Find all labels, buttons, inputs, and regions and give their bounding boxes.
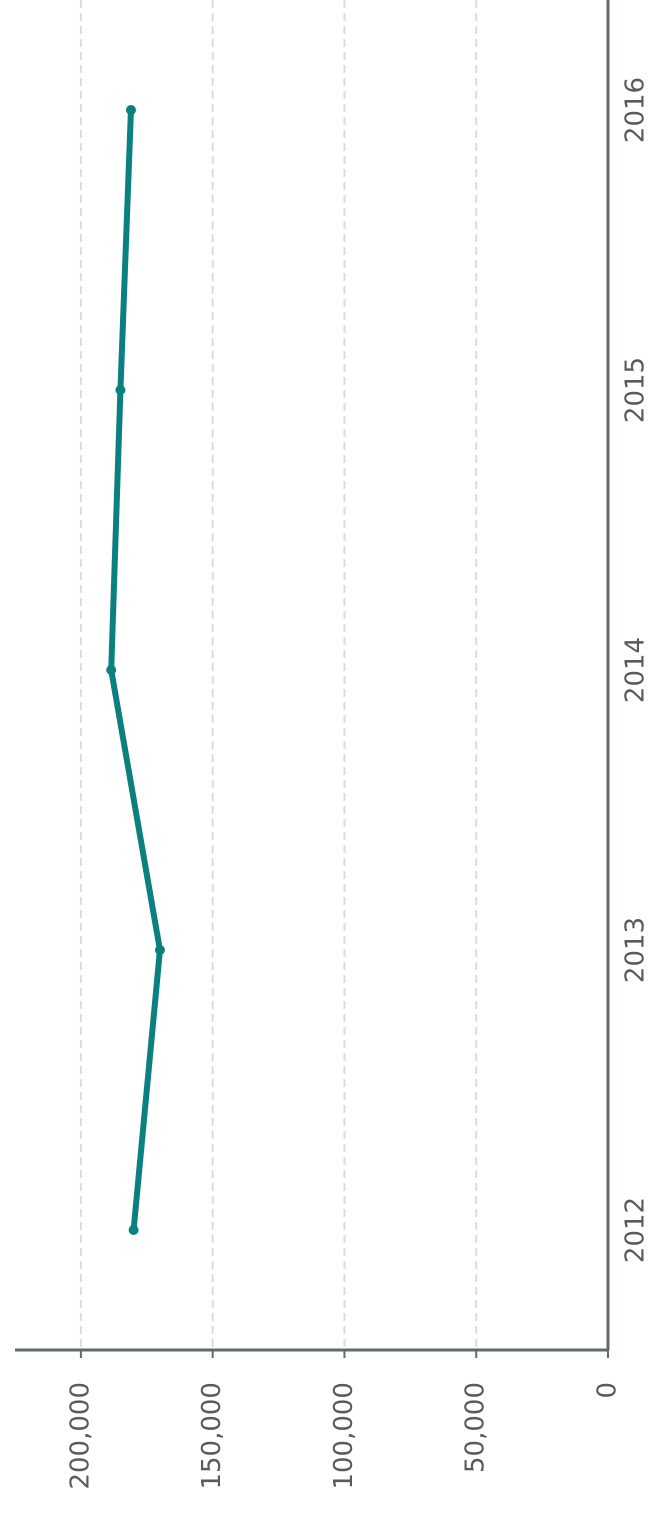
- x-tick-label: 2016: [621, 77, 651, 143]
- point: [128, 1225, 139, 1235]
- x-tick-label: 2015: [621, 357, 651, 423]
- x-tick-label: 2012: [621, 1197, 651, 1263]
- point: [115, 385, 126, 395]
- y-tick-label: 50,000: [461, 1382, 491, 1473]
- y-tick-label: 150,000: [197, 1382, 227, 1490]
- line: [108, 109, 163, 1231]
- x-tick-label: 2014: [621, 637, 651, 703]
- point: [154, 945, 165, 955]
- point: [125, 105, 136, 115]
- y-tick-label: 0: [593, 1382, 623, 1399]
- y-tick-label: 200,000: [65, 1382, 95, 1490]
- point: [106, 665, 117, 675]
- x-tick-label: 2013: [621, 917, 651, 983]
- y-tick-label: 100,000: [329, 1382, 359, 1490]
